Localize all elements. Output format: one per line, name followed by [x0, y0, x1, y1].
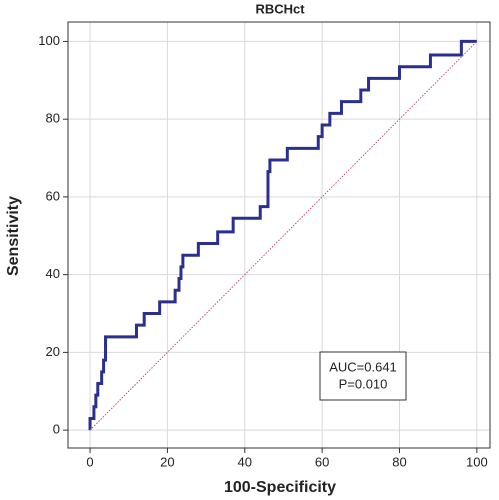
plot-area: 0 20 40 60 80 100 0 20 40 60 80 100	[38, 21, 491, 469]
x-tick-label: 60	[315, 454, 329, 469]
roc-curve	[88, 39, 477, 431]
x-tick-label: 40	[238, 454, 252, 469]
x-tick-label: 80	[392, 454, 406, 469]
axes-frame	[67, 21, 491, 449]
y-tick-label: 20	[46, 344, 60, 359]
x-tick-label: 100	[466, 454, 488, 469]
y-axis-label: Sensitivity	[5, 196, 22, 276]
annotation: AUC=0.641	[329, 359, 397, 374]
annotation-box	[319, 351, 407, 401]
y-tick-label: 0	[53, 422, 60, 437]
x-tick-label: 0	[86, 454, 93, 469]
annotation: P=0.010	[339, 376, 388, 391]
y-tick-label: 80	[46, 111, 60, 126]
y-tick-label: 60	[46, 188, 60, 203]
y-tick-label: 40	[46, 266, 60, 281]
chart-title: RBCHct	[255, 1, 305, 16]
reference-line	[89, 41, 478, 431]
x-axis-label: 100-Specificity	[224, 479, 336, 496]
y-tick-label: 100	[38, 33, 60, 48]
x-tick-label: 20	[160, 454, 174, 469]
